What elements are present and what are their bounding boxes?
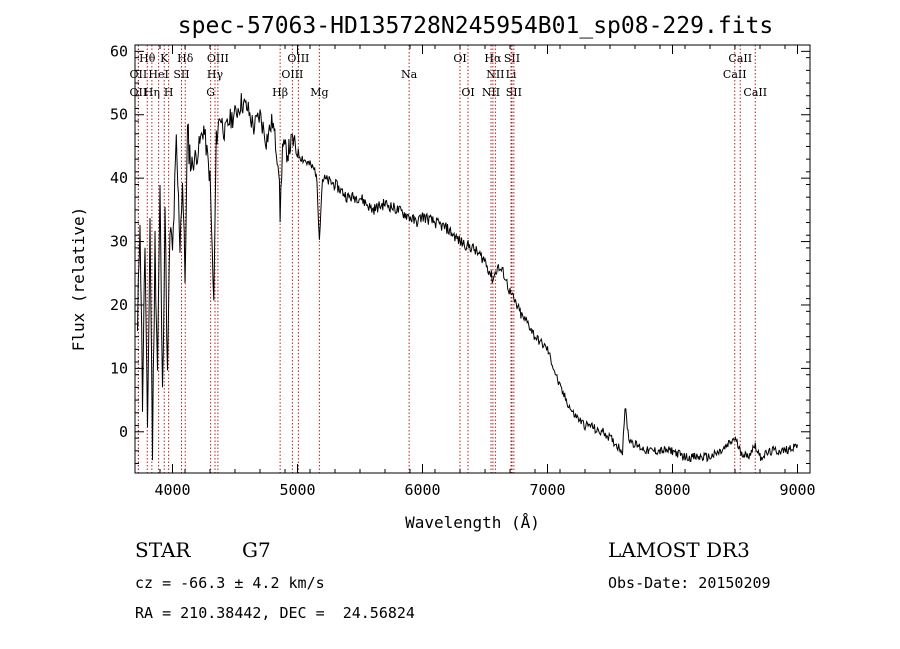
line-label-22: Hβ — [272, 86, 288, 99]
line-label-20: H — [164, 86, 174, 99]
line-label-4: OIII — [287, 52, 309, 65]
line-label-25: NII — [482, 86, 500, 99]
line-label-16: Li — [506, 68, 517, 81]
object-class: STAR — [135, 538, 191, 562]
plot-frame — [134, 44, 811, 474]
line-label-7: SII — [504, 52, 520, 65]
y-tick-label-5: 50 — [110, 106, 128, 124]
y-tick-label-4: 40 — [110, 169, 128, 187]
line-label-21: G — [206, 86, 215, 99]
y-tick-label-2: 20 — [110, 296, 128, 314]
x-tick-label-5: 9000 — [779, 481, 815, 499]
line-label-5: OI — [453, 52, 466, 65]
line-label-24: OI — [461, 86, 474, 99]
line-label-6: Hα — [484, 52, 502, 65]
line-label-8: CaII — [728, 52, 752, 65]
line-label-10: HeI — [148, 68, 168, 81]
x-tick-label-4: 8000 — [654, 481, 690, 499]
line-label-13: OIII — [281, 68, 303, 81]
line-label-27: CaII — [743, 86, 767, 99]
redshift-text: cz = -66.3 ± 4.2 km/s — [135, 574, 325, 592]
y-tick-label-0: 0 — [119, 423, 128, 441]
y-tick-label-1: 10 — [110, 359, 128, 377]
x-tick-label-0: 4000 — [154, 481, 190, 499]
line-label-15: NII — [486, 68, 504, 81]
x-axis-label: Wavelength (Å) — [405, 513, 540, 532]
line-label-14: Na — [401, 68, 418, 81]
line-label-0: Hθ — [139, 52, 156, 65]
survey-name: LAMOST DR3 — [608, 538, 750, 562]
line-label-2: Hδ — [177, 52, 194, 65]
subclass: G7 — [242, 538, 271, 562]
line-label-12: Hγ — [207, 68, 224, 81]
line-label-11: SII — [173, 68, 189, 81]
x-tick-label-2: 6000 — [404, 481, 440, 499]
y-axis-label: Flux (relative) — [69, 207, 88, 352]
y-tick-label-3: 30 — [110, 233, 128, 251]
line-label-1: K — [160, 52, 169, 65]
line-label-23: Mg — [310, 86, 328, 99]
spectrum-line — [137, 93, 798, 463]
coordinates: RA = 210.38442, DEC = 24.56824 — [135, 604, 415, 622]
x-tick-label-3: 7000 — [529, 481, 565, 499]
x-tick-label-1: 5000 — [279, 481, 315, 499]
y-tick-label-6: 60 — [110, 42, 128, 60]
line-label-3: OIII — [207, 52, 229, 65]
line-label-18: OII — [130, 86, 148, 99]
chart-title: spec-57063-HD135728N245954B01_sp08-229.f… — [178, 13, 773, 39]
obs-date: Obs-Date: 20150209 — [608, 574, 771, 592]
line-label-26: SII — [506, 86, 522, 99]
line-label-19: Hη — [144, 86, 160, 99]
line-label-17: CaII — [723, 68, 747, 81]
